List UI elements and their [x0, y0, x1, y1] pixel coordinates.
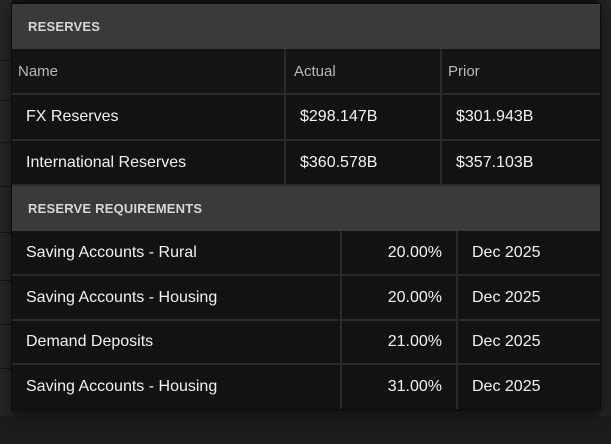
- background-strip-top: [0, 0, 611, 4]
- table-row[interactable]: International Reserves $360.578B $357.10…: [12, 141, 600, 186]
- reserves-column-header-row: Name Actual Prior: [12, 49, 600, 95]
- requirement-date: Dec 2025: [458, 231, 600, 276]
- column-header-actual[interactable]: Actual: [286, 49, 442, 95]
- requirement-date: Dec 2025: [458, 321, 600, 365]
- requirement-name: Saving Accounts - Rural: [12, 231, 342, 276]
- requirement-name: Saving Accounts - Housing: [12, 276, 342, 321]
- table-row[interactable]: FX Reserves $298.147B $301.943B: [12, 95, 600, 141]
- reserve-name: International Reserves: [12, 141, 286, 186]
- requirement-rate: 31.00%: [342, 365, 458, 409]
- reserve-prior: $357.103B: [442, 141, 600, 186]
- column-header-prior[interactable]: Prior: [442, 49, 600, 95]
- background-strip-bottom: [0, 416, 611, 444]
- reserve-requirements-section-header: RESERVE REQUIREMENTS: [12, 186, 600, 231]
- table-row[interactable]: Saving Accounts - Rural 20.00% Dec 2025: [12, 231, 600, 276]
- column-header-name[interactable]: Name: [12, 49, 286, 95]
- requirement-date: Dec 2025: [458, 276, 600, 321]
- requirement-rate: 21.00%: [342, 321, 458, 365]
- reserve-requirements-section-title: RESERVE REQUIREMENTS: [28, 201, 203, 216]
- reserves-section-header: RESERVES: [12, 4, 600, 49]
- table-row[interactable]: Saving Accounts - Housing 31.00% Dec 202…: [12, 365, 600, 409]
- reserve-prior: $301.943B: [442, 95, 600, 141]
- table-row[interactable]: Demand Deposits 21.00% Dec 2025: [12, 321, 600, 365]
- background-strip-left: [0, 0, 12, 444]
- reserve-actual: $298.147B: [286, 95, 442, 141]
- background-strip-right: [599, 0, 611, 444]
- requirement-rate: 20.00%: [342, 276, 458, 321]
- reserve-actual: $360.578B: [286, 141, 442, 186]
- requirement-name: Saving Accounts - Housing: [12, 365, 342, 409]
- reserves-popover: RESERVES Name Actual Prior FX Reserves $…: [12, 4, 600, 409]
- reserve-name: FX Reserves: [12, 95, 286, 141]
- requirement-rate: 20.00%: [342, 231, 458, 276]
- reserves-section-title: RESERVES: [28, 19, 101, 34]
- requirement-name: Demand Deposits: [12, 321, 342, 365]
- table-row[interactable]: Saving Accounts - Housing 20.00% Dec 202…: [12, 276, 600, 321]
- requirement-date: Dec 2025: [458, 365, 600, 409]
